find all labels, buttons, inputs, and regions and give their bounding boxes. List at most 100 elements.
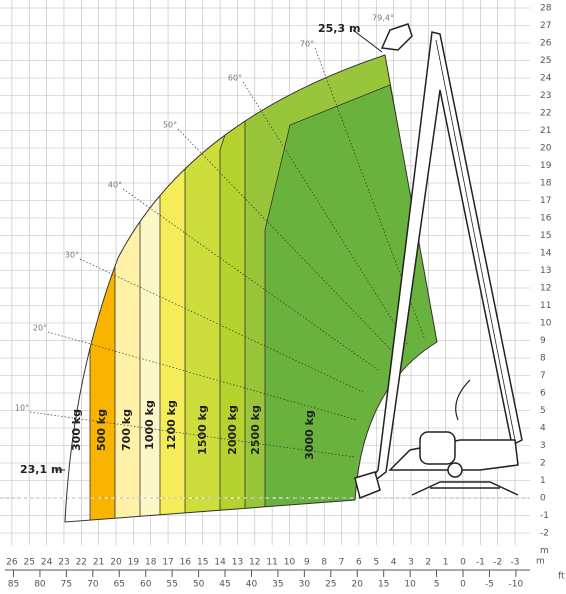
zone-label: 2000 kg [226,405,239,455]
y-tick-label: 20 [540,144,552,154]
ft-tick-label: 5 [434,580,440,590]
x-tick-label: 19 [128,558,140,568]
y-tick-label: 5 [540,406,546,416]
angle-label: 50° [163,121,177,130]
angle-label: 20° [33,324,47,333]
angle-label: 40° [108,181,122,190]
y-tick-label: 10 [540,319,552,329]
y-tick-label: 16 [540,214,552,224]
ft-tick-label: 85 [8,580,19,590]
load-zone [264,84,437,522]
y-tick-label: 12 [540,284,551,294]
x-tick-label: 10 [284,558,296,568]
ft-tick-label: 30 [299,580,311,590]
angle-label: 30° [65,251,79,260]
dimension-pointer [352,29,383,53]
max-reach: 23,1 m [20,463,62,476]
zone-label: 1500 kg [196,405,209,455]
x-tick-label: 12 [249,558,260,568]
y-tick-label: 23 [540,91,551,101]
zone-label: 2500 kg [249,405,262,455]
y-tick-label: 22 [540,109,551,119]
ft-tick-label: 45 [219,580,230,590]
machine [354,23,523,500]
y-tick-label: 24 [540,74,552,84]
x-tick-label: 4 [391,558,397,568]
x-tick-label: 0 [460,558,466,568]
ft-tick-label: -10 [509,580,524,590]
y-tick-label: 11 [540,301,551,311]
x-tick-label: 9 [304,558,310,568]
ft-tick-label: 15 [378,580,389,590]
angle-line [177,128,394,353]
x-tick-label: 17 [162,558,173,568]
y-tick-label: 17 [540,196,551,206]
ft-tick-label: 60 [140,580,152,590]
y-tick-label: 9 [540,336,546,346]
zone-label: 1200 kg [165,400,178,450]
ft-tick-label: 20 [352,580,364,590]
x-axis-unit: m [536,557,545,567]
x-tick-label: 7 [339,558,345,568]
x-tick-label: 14 [214,558,226,568]
zone-label: 700 kg [120,409,133,451]
x-tick-label: -1 [476,558,485,568]
y-tick-label: 3 [540,441,546,451]
y-tick-label: 19 [540,161,552,171]
y-tick-label: 1 [540,476,546,486]
x-tick-label: 13 [232,558,243,568]
x-tick-label: 24 [41,558,53,568]
y-tick-label: 6 [540,389,546,399]
x-tick-label: 26 [6,558,18,568]
y-tick-label: 2 [540,459,546,469]
x-tick-label: 1 [443,558,449,568]
angle-line [47,331,358,421]
x-tick-label: 2 [425,558,431,568]
y-tick-label: 13 [540,266,551,276]
y-tick-label: 25 [540,56,551,66]
ft-tick-label: 25 [325,580,336,590]
zone-label: 3000 kg [303,410,316,460]
x-tick-label: 5 [373,558,379,568]
x-tick-label: 21 [93,558,104,568]
x-tick-label: -2 [493,558,502,568]
y-tick-label: -1 [540,511,549,521]
x-tick-label: 3 [408,558,414,568]
y-tick-label: 4 [540,424,546,434]
y-tick-label: 21 [540,126,551,136]
ft-tick-label: 10 [404,580,416,590]
y-tick-label: 0 [540,494,546,504]
zone-label: 500 kg [95,409,108,451]
ft-tick-label: 40 [246,580,258,590]
zone-outline [64,54,438,523]
x-tick-label: 18 [145,558,157,568]
x-tick-label: 15 [197,558,208,568]
x-tick-label: 20 [110,558,122,568]
ft-tick-label: 75 [61,580,72,590]
angle-line [242,81,409,346]
x-tick-label: 8 [321,558,327,568]
ft-tick-label: 65 [114,580,125,590]
x-tick-label: 16 [180,558,192,568]
y-tick-label: 27 [540,21,551,31]
ft-tick-label: 0 [460,580,466,590]
ft-tick-label: 50 [193,580,205,590]
x-tick-label: -3 [511,558,520,568]
angle-label: 79,4° [372,14,394,23]
zone-label: 1000 kg [143,400,156,450]
zone-label: 300 kg [70,409,83,451]
x-tick-label: 22 [76,558,87,568]
angle-label: 60° [228,74,242,83]
ft-tick-label: 55 [166,580,177,590]
x-tick-label: 11 [266,558,277,568]
ft-axis-unit: ft [558,572,565,582]
x-tick-label: 25 [24,558,35,568]
x-tick-label: 23 [58,558,69,568]
ft-tick-label: -5 [485,580,494,590]
y-tick-label: -2 [540,529,549,539]
y-tick-label: 18 [540,179,552,189]
angle-label: 70° [300,40,314,49]
angle-label: 10° [15,404,29,413]
ft-tick-label: 80 [34,580,46,590]
